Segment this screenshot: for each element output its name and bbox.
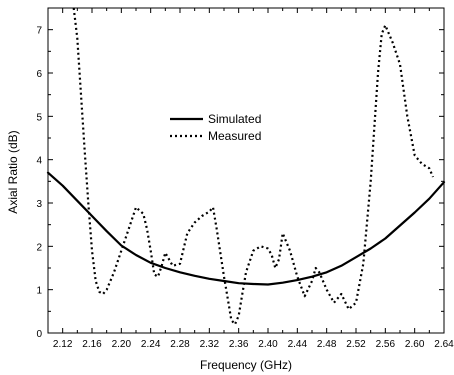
x-tick-label: 2.60 (405, 339, 425, 350)
y-tick-label: 4 (36, 156, 42, 167)
y-tick-label: 7 (36, 26, 42, 37)
x-tick-label: 2.56 (376, 339, 396, 350)
x-tick-label: 2.36 (229, 339, 249, 350)
y-axis-title: Axial Ratio (dB) (6, 130, 20, 213)
x-tick-label: 2.16 (82, 339, 102, 350)
x-axis-ticks: 2.12 2.16 2.20 2.24 2.28 2.32 2.36 2.40 2.44 2.48… (47, 8, 454, 350)
plot-border (47, 7, 445, 334)
x-tick-label: 2.12 (53, 339, 73, 350)
plot-frame (47, 7, 445, 334)
x-tick-label: 2.28 (170, 339, 190, 350)
y-tick-label: 6 (36, 69, 42, 80)
legend-measured-label: Measured (208, 129, 261, 143)
series-layer (46, 7, 446, 326)
x-tick-label: 2.32 (200, 339, 220, 350)
series-line-measured (72, 7, 435, 326)
y-tick-label: 0 (36, 329, 42, 340)
x-tick-label: 2.24 (141, 339, 161, 350)
x-tick-label: 2.40 (258, 339, 278, 350)
legend: Simulated Measured (170, 112, 261, 143)
series-line-simulated (46, 171, 446, 286)
x-tick-label: 2.44 (288, 339, 308, 350)
x-tick-label: 2.64 (434, 339, 454, 350)
x-axis-title: Frequency (GHz) (200, 358, 292, 372)
y-tick-label: 2 (36, 242, 42, 253)
y-tick-label: 1 (36, 286, 42, 297)
x-tick-label: 2.52 (346, 339, 366, 350)
x-tick-label: 2.48 (317, 339, 337, 350)
y-tick-label: 5 (36, 112, 42, 123)
y-tick-label: 3 (36, 199, 42, 210)
y-axis-ticks: 0 1 2 3 4 5 6 7 (36, 26, 444, 340)
x-tick-label: 2.20 (112, 339, 132, 350)
legend-simulated-label: Simulated (208, 112, 261, 126)
